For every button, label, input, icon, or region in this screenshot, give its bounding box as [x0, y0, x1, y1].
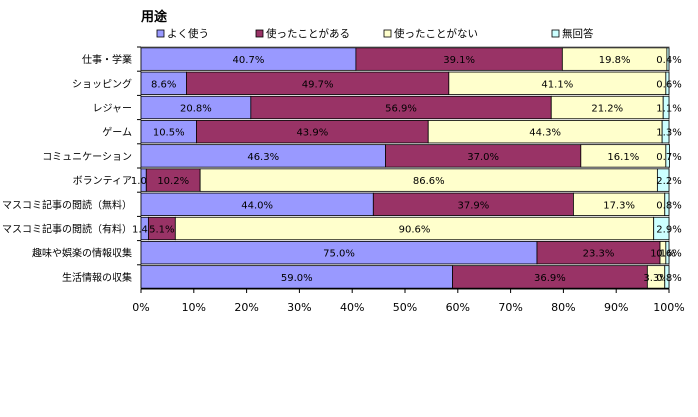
legend-item: 使ったことがない — [383, 27, 478, 40]
legend-label: 無回答 — [562, 27, 594, 40]
data-label: 21.2% — [591, 104, 623, 115]
bar-segment — [665, 241, 670, 265]
data-label: 49.7% — [302, 79, 334, 90]
data-label: 36.9% — [534, 273, 566, 284]
data-label: 1.3% — [656, 128, 681, 139]
data-label: 46.3% — [247, 152, 279, 163]
bar-segment — [653, 216, 670, 241]
legend-item: よく使う — [156, 27, 209, 40]
data-label: 56.9% — [385, 104, 417, 115]
bar-segment — [664, 192, 670, 216]
bar-segment — [664, 265, 670, 289]
category-label: ボランティア — [73, 175, 132, 187]
plot-area: 40.7% 39.1% 19.8% 0.4% 8.6% 49.7% 41.1% 0.6% 20.… — [131, 46, 682, 290]
category-label: マスコミ記事の閲読（無料） — [2, 198, 132, 211]
bar-segment — [666, 47, 670, 71]
x-tick-label: 50% — [393, 301, 417, 314]
data-label: 3.3% — [643, 273, 668, 284]
bar-segment — [661, 120, 670, 144]
x-tick-label: 30% — [287, 301, 311, 314]
legend-swatch — [551, 29, 560, 38]
category-labels: 仕事・学業ショッピングレジャーゲームコミュニケーションボランティアマスコミ記事の… — [2, 46, 141, 284]
data-label: 40.7% — [233, 55, 265, 66]
data-label: 0.8% — [656, 200, 681, 211]
category-label: 生活情報の収集 — [62, 271, 132, 284]
data-label: 5.1% — [149, 225, 174, 236]
bar-segment — [665, 144, 670, 168]
category-label: 仕事・学業 — [82, 53, 132, 66]
x-tick-label: 40% — [340, 301, 364, 314]
legend-item: 無回答 — [551, 27, 594, 40]
bar-segment — [662, 95, 670, 120]
legend-swatch — [156, 29, 165, 38]
data-label: 37.9% — [457, 200, 489, 211]
data-label: 2.2% — [656, 176, 681, 187]
legend-label: 使ったことがない — [394, 27, 478, 40]
legend-item: 使ったことがある — [255, 27, 350, 40]
legend-label: よく使う — [167, 27, 209, 40]
data-label: 90.6% — [399, 225, 431, 236]
data-label: 44.0% — [241, 200, 273, 211]
data-label: 1.1% — [656, 104, 681, 115]
data-label: 59.0% — [281, 273, 313, 284]
data-label: 41.1% — [541, 79, 573, 90]
category-label: マスコミ記事の閲読（有料） — [2, 223, 132, 236]
chart-title: 用途 — [140, 9, 168, 25]
legend-swatch — [383, 29, 392, 38]
data-label: 0.4% — [656, 55, 681, 66]
x-axis: 0% 10% 20% 30% 40% 50% 60% 70% 80% 90% 100% — [132, 288, 685, 314]
category-label: ゲーム — [102, 127, 132, 139]
bar-segment — [656, 168, 670, 192]
legend: よく使う 使ったことがある 使ったことがない 無回答 — [156, 27, 594, 40]
category-label: ショッピング — [72, 77, 132, 90]
data-label: 2.9% — [656, 225, 681, 236]
data-label: 17.3% — [603, 200, 635, 211]
data-label: 1.0% — [131, 176, 156, 187]
data-label: 19.8% — [599, 55, 631, 66]
data-label: 20.8% — [180, 104, 212, 115]
x-tick-label: 100% — [653, 301, 684, 314]
data-label: 37.0% — [467, 152, 499, 163]
x-tick-label: 10% — [182, 301, 206, 314]
data-label: 1.1% — [650, 249, 675, 260]
data-label: 0.6% — [656, 79, 681, 90]
data-label: 0.7% — [656, 152, 681, 163]
data-label: 0.6% — [656, 249, 681, 260]
data-label: 0.8% — [656, 273, 681, 284]
category-label: コミュニケーション — [42, 151, 132, 163]
data-label: 1.4% — [132, 225, 157, 236]
x-tick-label: 20% — [234, 301, 258, 314]
x-tick-label: 80% — [551, 301, 575, 314]
category-label: レジャー — [93, 104, 133, 115]
data-label: 43.9% — [296, 128, 328, 139]
legend-swatch — [255, 29, 264, 38]
data-label: 16.1% — [607, 152, 639, 163]
data-label: 8.6% — [151, 79, 176, 90]
x-tick-label: 0% — [132, 301, 149, 314]
category-label: 趣味や娯楽の情報収集 — [32, 247, 132, 260]
data-label: 44.3% — [529, 128, 561, 139]
bar-segment — [665, 71, 670, 95]
data-label: 10.5% — [153, 128, 185, 139]
x-tick-label: 90% — [604, 301, 628, 314]
data-label: 23.3% — [583, 249, 615, 260]
x-tick-label: 60% — [446, 301, 470, 314]
data-label: 75.0% — [323, 249, 355, 260]
legend-label: 使ったことがある — [266, 27, 350, 40]
x-tick-label: 70% — [498, 301, 522, 314]
data-label: 10.2% — [157, 176, 189, 187]
data-label: 39.1% — [443, 55, 475, 66]
data-label: 86.6% — [413, 176, 445, 187]
